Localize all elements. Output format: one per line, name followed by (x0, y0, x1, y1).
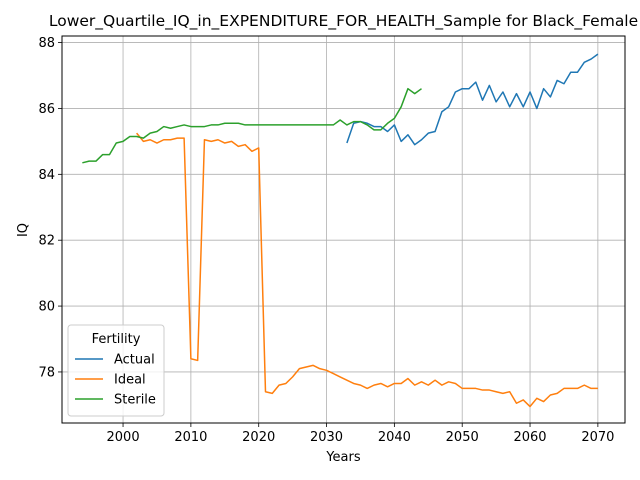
x-tick-label: 2010 (174, 430, 207, 445)
series-line-actual (346, 53, 599, 146)
x-tick-label: 2050 (446, 430, 479, 445)
y-tick-label: 80 (38, 300, 55, 315)
x-tick-label: 2000 (107, 430, 140, 445)
x-axis-label: Years (325, 450, 361, 465)
x-tick-label: 2030 (310, 430, 343, 445)
x-tick-label: 2040 (378, 430, 411, 445)
plot-frame (61, 35, 626, 424)
y-tick-label: 86 (38, 102, 55, 117)
y-axis-label: IQ (16, 223, 31, 237)
y-tick-label: 84 (38, 168, 55, 183)
series-line-ideal (136, 132, 598, 408)
x-tick-label: 2060 (513, 430, 546, 445)
series-lines (82, 53, 599, 408)
legend-label-actual: Actual (114, 353, 155, 368)
series-line-sterile (82, 87, 422, 164)
x-tick-label: 2070 (581, 430, 614, 445)
y-tick-label: 88 (38, 36, 55, 51)
y-axis: 78 80 82 84 86 88 (38, 36, 62, 380)
legend: Fertility Actual Ideal Sterile (67, 324, 165, 417)
y-tick-label: 78 (38, 365, 55, 380)
y-tick-label: 82 (38, 234, 55, 249)
x-tick-label: 2020 (242, 430, 275, 445)
legend-title: Fertility (92, 332, 141, 347)
legend-box (67, 324, 165, 417)
chart-title: Lower_Quartile_IQ_in_EXPENDITURE_FOR_HEA… (49, 12, 638, 31)
legend-label-ideal: Ideal (114, 373, 146, 388)
x-axis: 2000 2010 2020 2030 2040 2050 2060 2070 (107, 423, 614, 445)
legend-label-sterile: Sterile (114, 393, 156, 408)
